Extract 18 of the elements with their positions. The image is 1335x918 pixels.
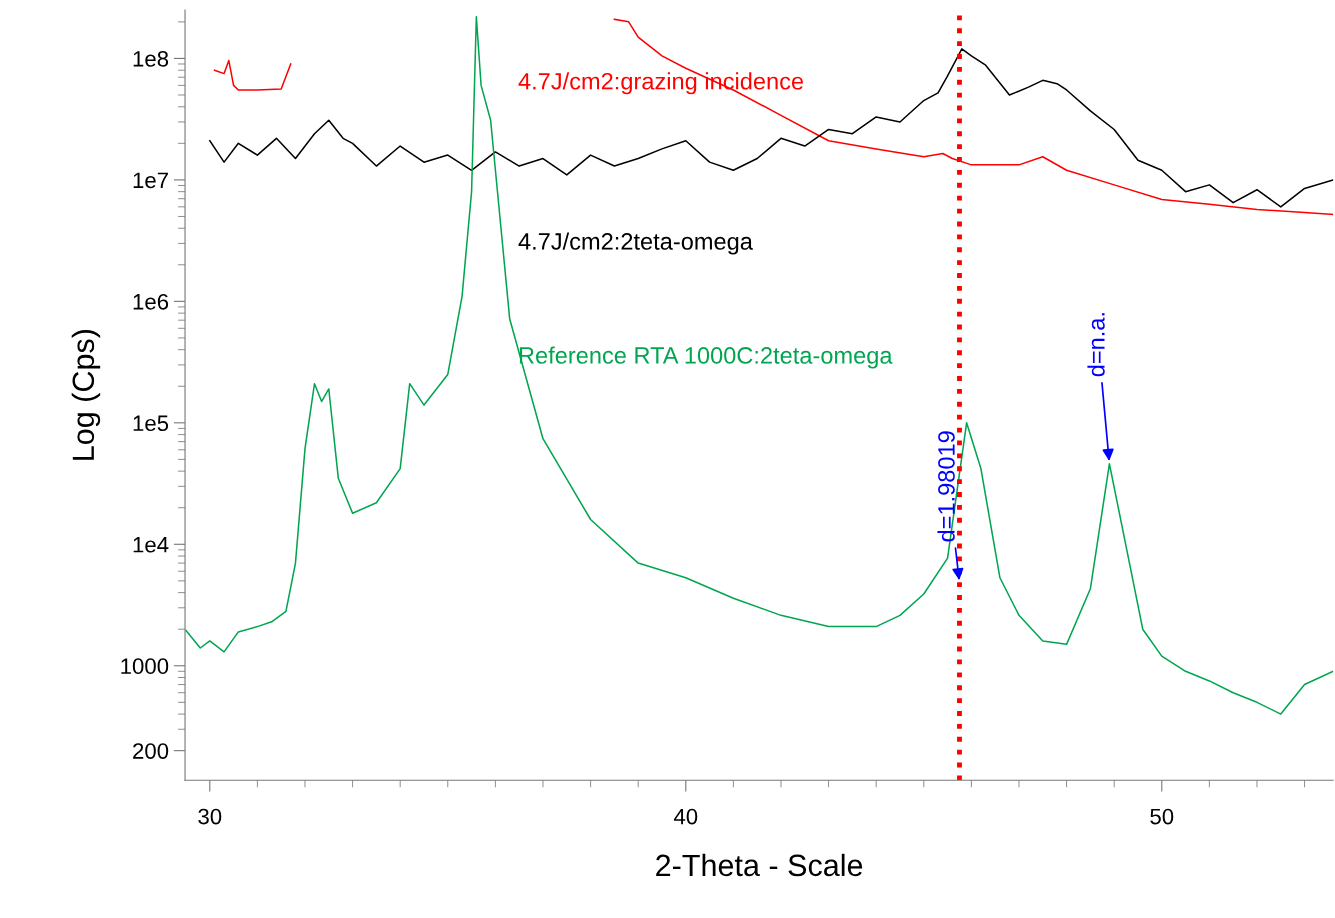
y-tick-label: 1e4	[133, 537, 169, 553]
x-tick-label: 40	[673, 808, 698, 825]
line-series	[209, 48, 1334, 208]
y-tick-label: 1e7	[133, 172, 168, 189]
x-tick-label: 50	[1150, 808, 1174, 825]
x-tick-label: 30	[198, 808, 222, 825]
y-tick-label: 1000	[121, 658, 169, 675]
annotation: d=1.98019	[937, 431, 955, 542]
line-series	[185, 16, 1334, 715]
y-tick-label: 200	[133, 743, 169, 759]
y-axis-title: Log (Cps)	[71, 330, 101, 460]
y-tick-label: 1e6	[133, 293, 169, 310]
y-tick-label: 1e8	[133, 50, 169, 67]
y-tick-label: 1e5	[133, 415, 169, 432]
x-axis-title: 2-Theta - Scale	[656, 853, 863, 877]
annotation: d=n.a.	[1087, 313, 1105, 377]
series-label: Reference RTA 1000C:2teta-omega	[519, 346, 893, 369]
text: 4.7J/cm2:2teta-omega	[518, 232, 753, 255]
